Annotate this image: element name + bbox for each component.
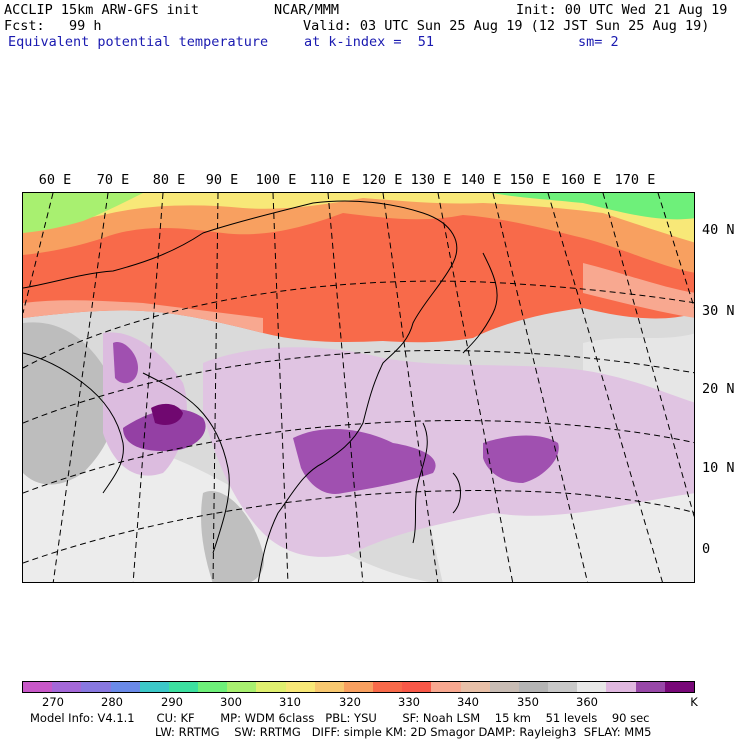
field-region-gray bbox=[201, 491, 264, 582]
colorbar-segment bbox=[168, 682, 199, 692]
field-region-orange bbox=[23, 193, 694, 273]
field-region-purple bbox=[483, 435, 559, 483]
colorbar-segment bbox=[606, 682, 636, 692]
longitude-label: 130 E bbox=[410, 172, 452, 188]
field-region-yellow bbox=[23, 193, 694, 243]
colorbar-segment bbox=[548, 682, 578, 692]
field-region-lightpurple bbox=[203, 347, 694, 557]
vertical-level: at k-index = 51 bbox=[304, 34, 435, 50]
valid-time: Valid: 03 UTC Sun 25 Aug 19 (12 JST Sun … bbox=[303, 18, 710, 34]
colorbar bbox=[22, 681, 695, 693]
field-region-green bbox=[493, 193, 694, 220]
field-region-purple bbox=[293, 428, 436, 494]
colorbar-segment bbox=[81, 682, 111, 692]
model-info-line2: LW: RRTMG SW: RRTMG DIFF: simple KM: 2D … bbox=[155, 725, 652, 739]
colorbar-unit: K bbox=[690, 695, 698, 709]
colorbar-tick-label: 330 bbox=[398, 695, 420, 709]
colorbar-segment bbox=[110, 682, 140, 692]
field-region-gray bbox=[23, 322, 116, 485]
colorbar-tick-label: 360 bbox=[576, 695, 598, 709]
run-title: ACCLIP 15km ARW-GFS init bbox=[4, 2, 200, 18]
longitude-label: 90 E bbox=[205, 172, 239, 188]
longitude-label: 150 E bbox=[509, 172, 551, 188]
colorbar-segment bbox=[664, 682, 694, 692]
field-region-salmon bbox=[23, 300, 263, 333]
colorbar-segment bbox=[227, 682, 257, 692]
colorbar-segment bbox=[489, 682, 519, 692]
colorbar-tick-label: 340 bbox=[457, 695, 479, 709]
colorbar-tick-label: 280 bbox=[101, 695, 123, 709]
colorbar-segment bbox=[343, 682, 374, 692]
colorbar-segment bbox=[52, 682, 82, 692]
longitude-label: 160 E bbox=[560, 172, 602, 188]
smoothing-label: sm= 2 bbox=[578, 34, 619, 50]
colorbar-segment bbox=[431, 682, 461, 692]
latitude-label: 0 bbox=[702, 541, 711, 557]
colorbar-segment bbox=[460, 682, 490, 692]
field-region-green bbox=[23, 193, 143, 233]
colorbar-segment bbox=[518, 682, 549, 692]
longitude-label: 120 E bbox=[361, 172, 403, 188]
equivalent-potential-temperature-field bbox=[23, 193, 694, 582]
graticule bbox=[23, 193, 694, 582]
field-region-salmon bbox=[583, 263, 694, 318]
field-region-darkpurple bbox=[151, 403, 183, 425]
latitude-label: 30 N bbox=[702, 303, 735, 319]
field-region-warm bbox=[23, 193, 694, 343]
latitude-label: 40 N bbox=[702, 222, 735, 238]
colorbar-segment bbox=[577, 682, 607, 692]
forecast-hour: Fcst: 99 h bbox=[4, 18, 102, 34]
model-info-line1: Model Info: V4.1.1 CU: KF MP: WDM 6class… bbox=[30, 711, 650, 725]
colorbar-tick-label: 270 bbox=[42, 695, 64, 709]
latitude-label: 20 N bbox=[702, 381, 735, 397]
colorbar-segment bbox=[285, 682, 315, 692]
longitude-label: 70 E bbox=[96, 172, 130, 188]
colorbar-segment bbox=[198, 682, 228, 692]
institution-label: NCAR/MMM bbox=[274, 2, 340, 18]
colorbar-segment bbox=[314, 682, 344, 692]
map-panel bbox=[22, 192, 695, 583]
field-region-purple bbox=[113, 342, 138, 384]
longitude-label: 170 E bbox=[614, 172, 656, 188]
colorbar-tick-label: 290 bbox=[161, 695, 183, 709]
field-name: Equivalent potential temperature bbox=[8, 34, 269, 50]
init-time: Init: 00 UTC Wed 21 Aug 19 bbox=[516, 2, 728, 18]
colorbar-segment bbox=[23, 682, 53, 692]
latitude-label: 10 N bbox=[702, 460, 735, 476]
coastlines bbox=[23, 200, 498, 582]
colorbar-segment bbox=[635, 682, 665, 692]
colorbar-tick-label: 350 bbox=[517, 695, 539, 709]
colorbar-segment bbox=[373, 682, 403, 692]
colorbar-tick-label: 310 bbox=[279, 695, 301, 709]
colorbar-segment bbox=[256, 682, 286, 692]
colorbar-tick-label: 300 bbox=[220, 695, 242, 709]
colorbar-segment bbox=[139, 682, 169, 692]
longitude-label: 80 E bbox=[152, 172, 186, 188]
longitude-label: 110 E bbox=[309, 172, 351, 188]
colorbar-segment bbox=[402, 682, 432, 692]
colorbar-tick-label: 320 bbox=[339, 695, 361, 709]
field-region-purple bbox=[123, 409, 206, 452]
longitude-label: 140 E bbox=[460, 172, 502, 188]
longitude-label: 100 E bbox=[255, 172, 297, 188]
longitude-label: 60 E bbox=[38, 172, 72, 188]
